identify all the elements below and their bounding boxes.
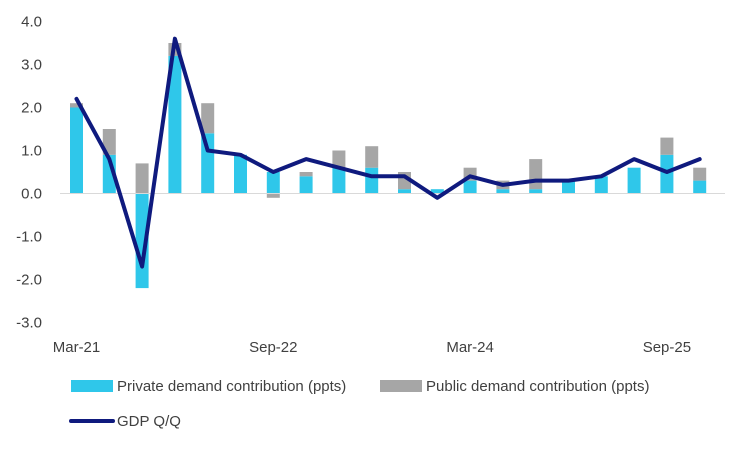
legend-label-private: Private demand contribution (ppts)	[117, 378, 346, 395]
public-demand-bar	[529, 159, 543, 190]
private-demand-bar	[299, 176, 313, 194]
private-demand-bar	[430, 189, 444, 194]
x-tick-label: Sep-22	[249, 339, 297, 356]
private-demand-bar	[332, 167, 346, 194]
private-demand-bar	[463, 180, 477, 194]
y-tick-label: 4.0	[21, 14, 42, 31]
private-demand-bar	[594, 176, 608, 194]
private-demand-bar	[398, 189, 411, 194]
gdp-qq-line	[74, 36, 702, 269]
x-tick-label: Mar-24	[446, 339, 494, 356]
private-demand-bar	[496, 189, 510, 194]
public-demand-bar	[266, 193, 280, 198]
public-demand-bar	[135, 163, 149, 194]
y-tick-label: -3.0	[16, 315, 42, 332]
private-demand-bar	[529, 189, 543, 194]
private-demand-bar	[135, 193, 149, 289]
x-tick-label: Sep-25	[643, 339, 691, 356]
legend-swatch-private	[71, 380, 113, 392]
legend-label-gdp: GDP Q/Q	[117, 413, 181, 430]
y-tick-label: -1.0	[16, 229, 42, 246]
private-demand-bar	[234, 154, 247, 194]
public-demand-bar	[660, 137, 674, 155]
private-demand-bar	[266, 172, 280, 194]
y-tick-label: 0.0	[21, 186, 42, 203]
private-demand-bar	[627, 167, 641, 194]
x-tick-label: Mar-21	[53, 339, 101, 356]
y-tick-label: 2.0	[21, 100, 42, 117]
private-demand-bar	[70, 107, 83, 194]
private-demand-bar	[168, 55, 182, 194]
legend-label-public: Public demand contribution (ppts)	[426, 378, 649, 395]
public-demand-bar	[332, 150, 346, 168]
private-demand-bar	[562, 180, 575, 194]
y-tick-label: 3.0	[21, 57, 42, 74]
public-demand-bar	[365, 146, 379, 168]
legend-swatch-public	[380, 380, 422, 392]
public-demand-bar	[299, 172, 313, 177]
private-demand-bar	[365, 167, 379, 194]
public-demand-bar	[201, 103, 215, 134]
public-demand-bar	[102, 129, 116, 155]
y-tick-label: 1.0	[21, 143, 42, 160]
public-demand-bar	[693, 167, 707, 181]
private-demand-bar	[201, 133, 215, 194]
public-demand-bar	[70, 103, 83, 108]
private-demand-bar	[693, 180, 707, 194]
private-demand-bar	[660, 154, 674, 194]
y-tick-label: -2.0	[16, 272, 42, 289]
